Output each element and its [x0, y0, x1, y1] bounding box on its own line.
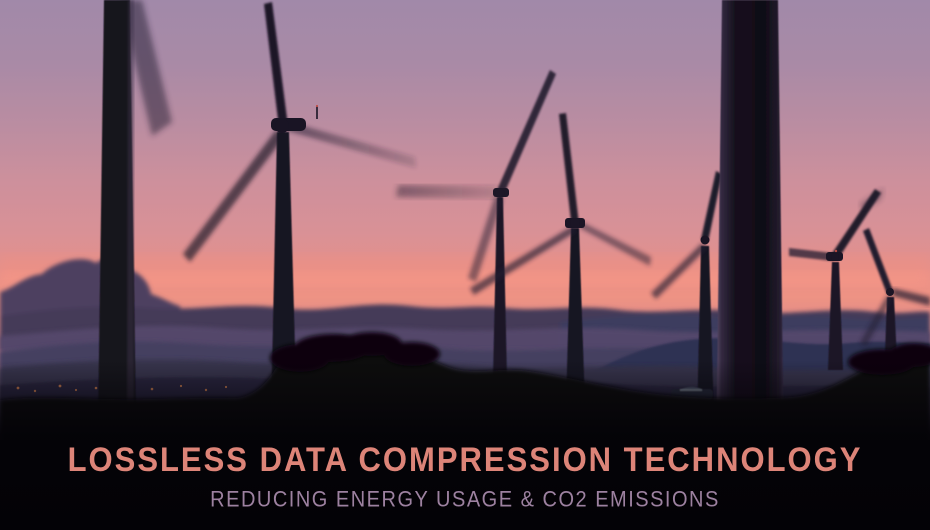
closeup-turbine-tower — [716, 0, 784, 462]
page-title: LOSSLESS DATA COMPRESSION TECHNOLOGY — [67, 439, 863, 480]
aviation-light — [315, 104, 319, 108]
aviation-light — [834, 249, 838, 253]
page-subtitle: REDUCING ENERGY USAGE & CO2 EMISSIONS — [210, 487, 720, 513]
caption-block: LOSSLESS DATA COMPRESSION TECHNOLOGY RED… — [0, 439, 930, 513]
